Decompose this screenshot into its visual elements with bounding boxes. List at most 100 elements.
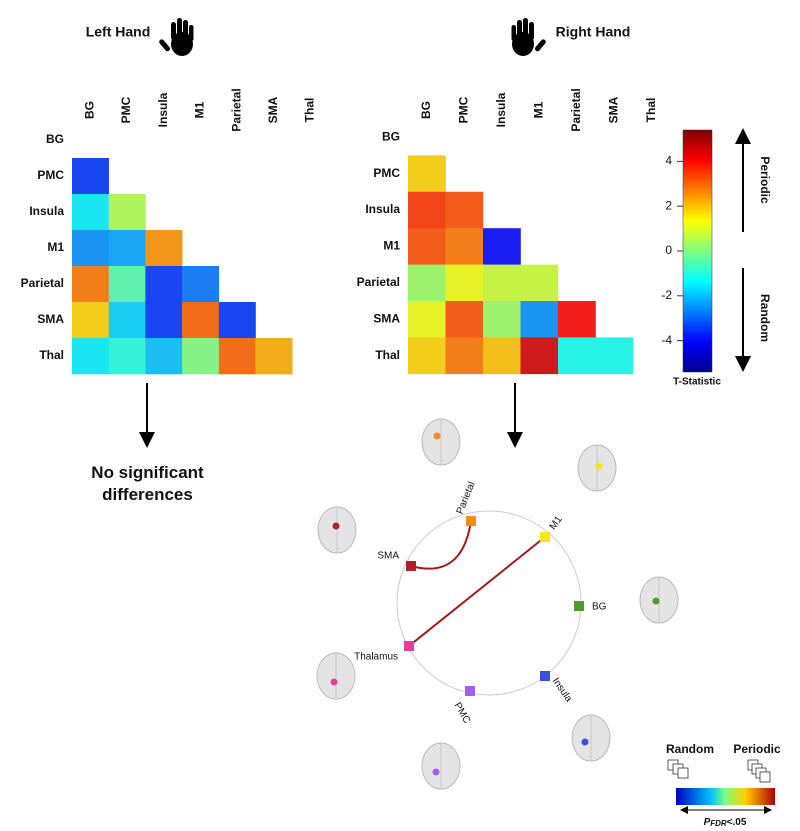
edge: [410, 520, 472, 570]
col-label: BG: [83, 101, 97, 119]
cell: [483, 264, 521, 302]
square-icon: [667, 759, 771, 783]
p-rest: <.05: [727, 817, 747, 828]
panel-title: Left Hand: [86, 24, 151, 40]
cell: [182, 266, 220, 303]
node-label: Thalamus: [354, 652, 398, 663]
node-label: PMC: [452, 701, 473, 726]
legend-high: Periodic: [733, 742, 781, 756]
network-node: [466, 516, 476, 526]
colorbar-tick-label: -4: [661, 333, 672, 347]
legend-low: Random: [666, 742, 714, 756]
cell: [483, 228, 521, 265]
p: P: [704, 817, 711, 828]
cell: [72, 302, 109, 339]
brain-region: [432, 768, 440, 776]
cell: [145, 230, 183, 267]
col-label: SMA: [606, 96, 620, 123]
col-label: PMC: [119, 96, 133, 123]
col-label: Thal: [303, 98, 317, 123]
col-label: Insula: [494, 92, 508, 127]
cell: [408, 155, 446, 193]
col-label: Parietal: [229, 88, 243, 131]
row-label: SMA: [373, 311, 400, 325]
node-label: BG: [592, 602, 607, 613]
brain-region: [433, 432, 441, 440]
colorbar-lower: Random: [758, 294, 772, 342]
cell: [520, 264, 559, 302]
row-label: Thal: [375, 348, 400, 362]
col-label: Thal: [644, 98, 658, 123]
cell: [445, 191, 484, 229]
cell: [483, 337, 521, 375]
p-sub: FDR: [710, 819, 727, 828]
network-circle: [396, 510, 582, 696]
cell: [408, 301, 446, 338]
cell: [108, 338, 146, 375]
row-label: Insula: [365, 202, 400, 216]
row-label: SMA: [37, 312, 64, 326]
network-node: [465, 686, 475, 696]
row-label: Parietal: [21, 276, 64, 290]
col-label: PMC: [456, 96, 470, 123]
brain-region: [595, 462, 603, 470]
network-node: [574, 601, 584, 611]
cell: [72, 158, 109, 195]
network-node: [406, 561, 416, 571]
row-label: PMC: [37, 168, 64, 182]
colorbar: [682, 129, 713, 373]
row-label: BG: [382, 129, 400, 143]
cell: [558, 337, 596, 375]
hand-icon: [158, 18, 194, 56]
edge: [408, 536, 546, 647]
cell: [445, 228, 484, 265]
result-text: No significant differences: [91, 463, 204, 504]
col-label: Parietal: [569, 88, 583, 131]
network-node: [404, 641, 414, 651]
node-label: SMA: [377, 551, 399, 562]
legend-gradient: [676, 788, 775, 805]
cell: [408, 337, 446, 375]
row-label: PMC: [373, 166, 400, 180]
hand-icon: [511, 18, 547, 56]
cell: [72, 338, 109, 375]
brain-region: [332, 522, 340, 530]
cell: [408, 228, 446, 265]
colorbar-tick-label: 0: [665, 243, 672, 257]
node-label: M1: [548, 514, 565, 532]
row-label: M1: [383, 239, 400, 253]
network-node: [540, 671, 550, 681]
colorbar-label: T-Statistic: [673, 377, 721, 388]
colorbar-tick-label: 2: [665, 198, 672, 212]
cell: [218, 302, 256, 339]
colorbar-upper: Periodic: [758, 156, 772, 204]
brain-region: [330, 678, 338, 686]
panel-title: Right Hand: [556, 24, 631, 40]
row-label: BG: [46, 132, 64, 146]
cell: [72, 230, 109, 267]
node-label: Insula: [550, 676, 575, 705]
colorbar-tick-label: -2: [661, 288, 672, 302]
cell: [408, 191, 446, 229]
cell: [108, 194, 146, 231]
cell: [145, 338, 183, 375]
cell: [145, 266, 183, 303]
row-label: M1: [47, 240, 64, 254]
col-label: BG: [419, 101, 433, 119]
cell: [595, 337, 634, 375]
cell: [108, 302, 146, 339]
col-label: Insula: [156, 92, 170, 127]
col-label: M1: [531, 101, 545, 118]
col-label: M1: [193, 101, 207, 118]
colorbar-tick-label: 4: [665, 154, 672, 168]
cell: [182, 302, 220, 339]
cell: [255, 338, 293, 375]
cell: [72, 194, 109, 231]
cell: [218, 338, 256, 375]
cell: [408, 264, 446, 302]
cell: [72, 266, 109, 303]
brain-region: [652, 597, 660, 605]
node-label: Parietal: [455, 480, 478, 516]
cell: [108, 266, 146, 303]
